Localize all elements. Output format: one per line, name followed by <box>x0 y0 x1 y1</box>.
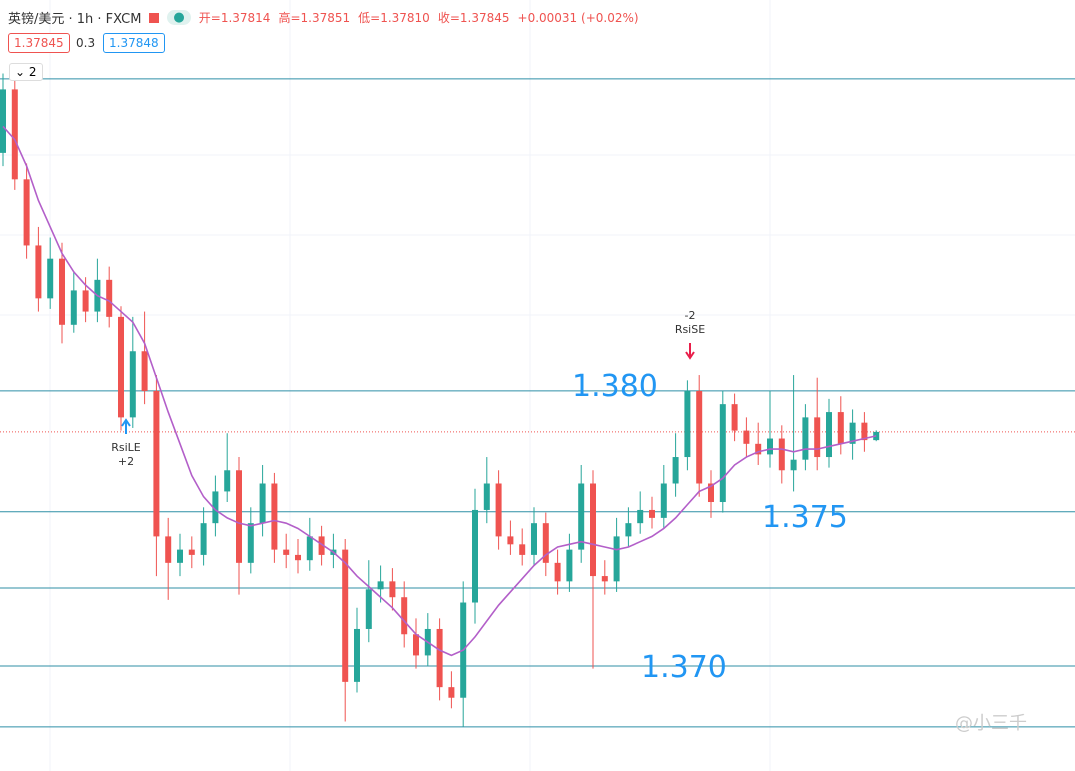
ohlc-3: 收=1.37845 <box>437 11 510 25</box>
bid[interactable]: 1.37845 <box>8 33 70 53</box>
candle-body <box>436 628 443 688</box>
candle-body <box>696 390 703 484</box>
candle-body <box>731 404 738 431</box>
signal-label: RsiLE <box>111 441 141 454</box>
candle-body <box>519 544 526 555</box>
indicator-count: 2 <box>28 65 37 79</box>
candle-body <box>271 483 278 550</box>
candle-body <box>247 523 254 563</box>
candle-body <box>129 351 136 418</box>
candle-body <box>188 549 195 555</box>
candle-body <box>767 438 773 455</box>
candle-body <box>365 589 372 629</box>
candle-body <box>165 536 172 563</box>
candle-body <box>389 581 396 598</box>
status: ● <box>167 10 191 25</box>
candle-body <box>318 536 325 555</box>
plot <box>0 73 1075 728</box>
candle-body <box>377 581 384 590</box>
candle-body <box>566 549 573 582</box>
candle-body <box>118 316 124 418</box>
candle-body <box>743 430 750 444</box>
indicator-toggle[interactable]: ⌄ 2 <box>9 63 43 81</box>
signal-label: RsiSE <box>675 323 705 336</box>
candle-body <box>47 258 54 299</box>
watermark: @小三千 <box>955 713 1027 734</box>
buy-arrow <box>121 418 131 434</box>
flag[interactable] <box>149 12 160 23</box>
candle-body <box>708 483 714 503</box>
candle-body <box>236 470 242 563</box>
moving-average <box>2 125 877 657</box>
candle-body <box>106 279 113 317</box>
candle-body <box>295 554 301 561</box>
change: +0.00031 (+0.02%) <box>517 10 639 25</box>
candle-body <box>82 290 89 312</box>
candle-body <box>802 417 809 460</box>
sell-arrow <box>685 343 695 360</box>
candle-body <box>684 390 691 458</box>
candle-body <box>849 422 856 444</box>
symbol: 英镑/美元 · 1h · FXCM <box>8 12 142 27</box>
candle-body <box>401 597 408 635</box>
candle-body <box>625 523 632 537</box>
candle-body <box>613 536 620 582</box>
candle-body <box>259 483 266 524</box>
candle-body <box>483 483 490 510</box>
candle-body <box>672 457 679 484</box>
header: 英镑/美元 · 1h · FXCM ● 开=1.37814 高=1.37851 … <box>8 8 639 27</box>
candle-body <box>590 483 596 577</box>
ohlc-2: 低=1.37810 <box>358 11 430 25</box>
candle-body <box>542 523 549 563</box>
candle-body <box>495 483 502 537</box>
candle-body <box>531 523 537 555</box>
candle-body <box>554 562 561 582</box>
candle-body <box>448 687 455 698</box>
candle-body <box>354 628 360 682</box>
candle-body <box>861 422 868 441</box>
level-annotation: 1.370 <box>641 650 727 685</box>
candle-body <box>413 634 419 656</box>
candle-body <box>755 443 762 455</box>
candle-body <box>70 290 77 325</box>
candle-body <box>507 536 514 545</box>
candle-body <box>649 509 655 518</box>
candle-body <box>11 89 18 180</box>
candle-body <box>59 258 65 325</box>
candle-body <box>637 509 644 524</box>
candle-body <box>23 179 30 246</box>
candle-body <box>0 89 6 153</box>
candle-body <box>177 549 183 563</box>
candle-body <box>814 417 821 458</box>
candle-body <box>212 491 219 524</box>
candle-body <box>601 576 608 582</box>
candle-body <box>200 523 207 555</box>
candle-body <box>153 390 160 537</box>
candle-body <box>578 483 585 550</box>
candle-body <box>283 549 290 555</box>
candle-body <box>790 459 797 471</box>
candle-body <box>660 483 667 518</box>
ohlc-0: 开=1.37814 <box>198 11 271 25</box>
level-annotation: 1.375 <box>762 500 848 535</box>
candle-body <box>342 549 349 682</box>
candle-body <box>306 536 313 561</box>
candle-body <box>224 470 231 492</box>
level-annotation: 1.380 <box>572 369 658 404</box>
candle-body <box>778 438 785 471</box>
ask[interactable]: 1.37848 <box>103 33 165 53</box>
candle-body <box>837 412 844 444</box>
spread: 0.3 <box>76 36 96 50</box>
candle-body <box>35 245 42 299</box>
candle-body <box>472 509 478 603</box>
candle-body <box>141 351 148 391</box>
candle-body <box>719 404 726 503</box>
ohlc-1: 高=1.37851 <box>278 11 351 25</box>
candle-body <box>826 412 832 458</box>
signal-qty: +2 <box>118 455 134 468</box>
signal-qty: -2 <box>685 309 696 322</box>
